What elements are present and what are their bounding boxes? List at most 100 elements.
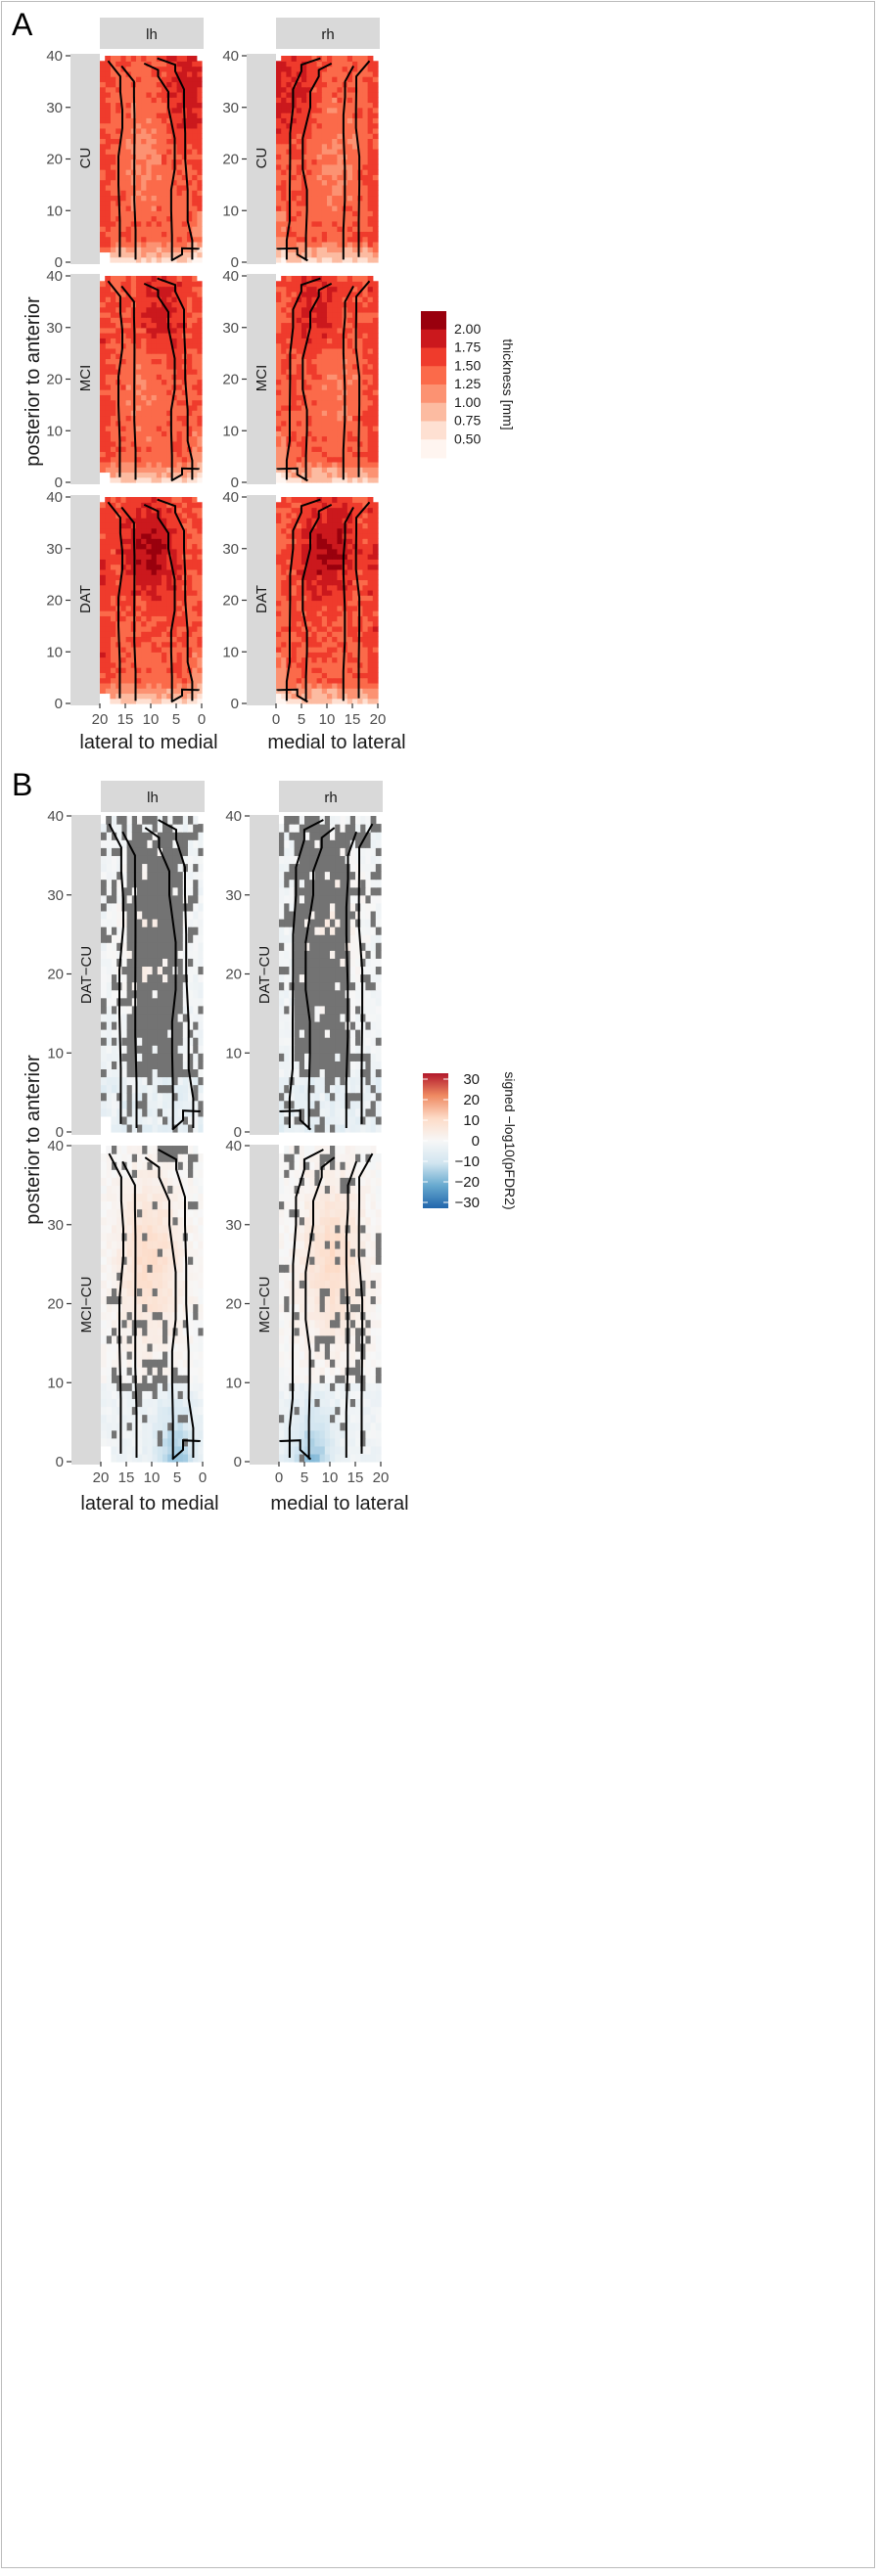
thickness-dat-rh-cell: [316, 661, 323, 668]
thickness-mci-lh-cell: [135, 281, 142, 288]
thickness-dat-rh-cell: [276, 620, 282, 627]
thickness-mci-lh-cell: [110, 399, 116, 406]
thickness-mci-rh-cell: [311, 358, 318, 365]
thickness-mci-lh-cell: [186, 276, 193, 282]
thickness-mci-rh-cell: [291, 374, 298, 381]
thickness-dat-rh-cell: [352, 568, 358, 575]
thickness-mci-rh-cell: [357, 301, 363, 308]
thickness-cu-rh-cell: [281, 174, 287, 181]
thickness-cu-rh-cell: [316, 81, 323, 88]
thickness-cu-lh-cell: [161, 143, 167, 150]
thickness-dat-rh-cell: [291, 677, 298, 684]
thickness-mci-rh-cell: [342, 353, 348, 360]
thickness-dat-lh-cell: [181, 652, 187, 658]
thickness-cu-lh-cell: [130, 56, 136, 62]
thickness-mci-rh-cell: [337, 394, 344, 401]
thickness-dat-lh-cell: [151, 698, 157, 704]
diff-0-lh-cell: [106, 1107, 112, 1117]
diff-0-lh-cell: [187, 1045, 194, 1054]
thickness-dat-lh-cell: [140, 646, 147, 653]
thickness-dat-rh-cell: [332, 672, 338, 679]
thickness-dat-lh-cell: [110, 600, 116, 607]
thickness-cu-rh-cell: [337, 220, 344, 227]
thickness-mci-rh-cell: [367, 368, 374, 375]
thickness-mci-rh-cell: [372, 394, 379, 401]
thickness-dat-lh-cell: [100, 595, 106, 602]
thickness-cu-lh-cell: [170, 86, 177, 93]
thickness-mci-rh-cell: [281, 358, 287, 365]
thickness-cu-lh-cell: [176, 184, 182, 191]
thickness-mci-rh-cell: [357, 317, 363, 324]
thickness-mci-rh-cell: [306, 446, 312, 452]
thickness-dat-rh-cell: [372, 574, 379, 581]
thickness-cu-lh-cell: [151, 226, 157, 232]
thickness-mci-lh-cell: [191, 358, 198, 365]
thickness-mci-lh-cell: [145, 420, 152, 427]
thickness-dat-rh-cell: [357, 661, 363, 668]
thickness-mci-lh-cell: [135, 368, 142, 375]
thickness-mci-rh-cell: [306, 384, 312, 390]
thickness-mci-rh-cell: [357, 415, 363, 422]
thickness-mci-rh-cell: [362, 296, 369, 302]
thickness-dat-lh-cell: [125, 522, 131, 529]
thickness-dat-lh-cell: [151, 610, 157, 616]
thickness-cu-lh-cell: [186, 190, 193, 197]
thickness-cu-lh-cell: [156, 158, 162, 165]
thickness-cu-lh-cell: [105, 226, 111, 232]
thickness-mci-lh-cell: [170, 317, 177, 324]
thickness-mci-lh-cell: [130, 440, 136, 447]
thickness-dat-rh-cell: [357, 677, 363, 684]
thickness-dat-lh-cell: [196, 548, 203, 555]
thickness-dat-rh-cell: [327, 698, 333, 704]
thickness-dat-lh-cell: [170, 688, 177, 695]
thickness-dat-rh-cell: [321, 620, 328, 627]
thickness-cu-lh-cell: [100, 81, 106, 88]
thickness-mci-lh-cell: [105, 358, 111, 365]
thickness-dat-rh-cell: [286, 574, 293, 581]
thickness-mci-rh-cell: [362, 435, 369, 442]
thickness-cu-lh-cell: [105, 127, 111, 134]
thickness-mci-rh-cell: [347, 435, 353, 442]
thickness-cu-rh-cell: [357, 195, 363, 202]
diff-0-lh-cell: [146, 1107, 153, 1117]
thickness-cu-lh-cell: [181, 256, 187, 263]
thickness-cu-lh-cell: [176, 190, 182, 197]
thickness-mci-lh-cell: [125, 338, 131, 344]
thickness-mci-lh-cell: [151, 358, 157, 365]
diff-0-lh-cell: [157, 1045, 162, 1054]
thickness-cu-lh-cell: [156, 204, 162, 211]
thickness-dat-lh-cell: [145, 584, 152, 591]
thickness-dat-lh-cell: [115, 532, 121, 539]
thickness-dat-lh-cell: [196, 584, 203, 591]
thickness-dat-lh-cell: [191, 497, 198, 503]
thickness-mci-rh-cell: [352, 389, 358, 395]
thickness-mci-lh-cell: [145, 327, 152, 334]
thickness-cu-lh-cell: [151, 107, 157, 113]
thickness-dat-rh-cell: [337, 564, 344, 570]
thickness-cu-rh-cell: [281, 143, 287, 150]
thickness-mci-lh-cell: [161, 384, 167, 390]
thickness-cu-lh-cell: [186, 138, 193, 145]
thickness-cu-rh-cell: [311, 179, 318, 186]
thickness-dat-rh-cell: [276, 568, 282, 575]
thickness-cu-lh-cell: [110, 148, 116, 155]
thickness-cu-rh-cell: [337, 76, 344, 82]
thickness-cu-lh-cell: [119, 97, 126, 104]
thickness-mci-rh-cell: [327, 472, 333, 478]
thickness-dat-rh-cell: [316, 568, 323, 575]
thickness-mci-rh-cell: [342, 451, 348, 458]
thickness-cu-rh-cell: [367, 190, 374, 197]
thickness-mci-lh-cell: [125, 446, 131, 452]
thickness-cu-rh-cell: [296, 200, 302, 206]
thickness-cu-rh-cell: [347, 215, 353, 222]
thickness-dat-rh-cell: [362, 610, 369, 616]
thickness-cu-rh-cell: [296, 247, 302, 253]
thickness-dat-lh-cell: [191, 564, 198, 570]
thickness-dat-rh-cell: [357, 636, 363, 643]
thickness-dat-lh-cell: [151, 677, 157, 684]
thickness-mci-lh-cell: [151, 476, 157, 483]
thickness-cu-rh-cell: [291, 107, 298, 113]
thickness-dat-rh-cell: [296, 568, 302, 575]
thickness-dat-lh-cell: [156, 538, 162, 545]
thickness-dat-lh-cell: [105, 688, 111, 695]
